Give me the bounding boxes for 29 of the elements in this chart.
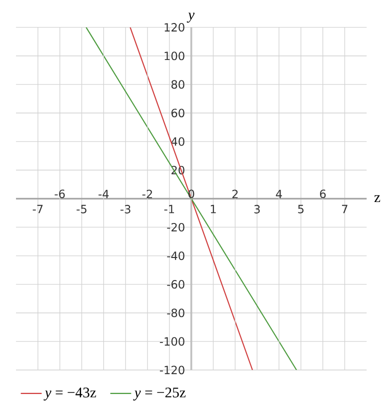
- x2-tick-label: 2: [232, 190, 238, 198]
- y-tick-label: 80: [171, 80, 184, 89]
- x-tick-label: 3: [254, 204, 260, 214]
- y-tick-label: 100: [164, 52, 184, 60]
- y-axis-title: y: [186, 12, 195, 23]
- x-tick-label: 1: [210, 204, 216, 214]
- x-axis-title: z: [374, 195, 380, 202]
- y-tick-label: 60: [171, 108, 184, 118]
- y-tick-label: -60: [167, 280, 184, 289]
- x-tick-label: -7: [32, 204, 43, 214]
- y-tick-label: -120: [160, 366, 184, 374]
- y-tick-label: -80: [167, 308, 184, 318]
- x-tick-label: 5: [298, 204, 304, 214]
- x-tick-label: -1: [164, 204, 174, 214]
- x-tick-label: -5: [76, 204, 86, 214]
- legend-label: y = −43z: [44, 388, 96, 400]
- x-tick-label: -3: [120, 204, 130, 214]
- y-tick-label: 120: [164, 23, 184, 32]
- legend-label: y = −25z: [133, 388, 186, 400]
- x2-tick-label: 6: [320, 190, 326, 198]
- x-tick-label: 7: [342, 204, 348, 214]
- x2-tick-label: 4: [276, 190, 282, 198]
- y-tick-label: -40: [167, 251, 184, 260]
- y-tick-label: -100: [160, 337, 184, 346]
- x2-tick-label: -2: [142, 190, 152, 198]
- x2-tick-label: -4: [98, 190, 109, 198]
- y-tick-label: 40: [171, 137, 184, 146]
- x2-tick-label: -6: [54, 190, 65, 198]
- y-tick-label: -20: [167, 222, 184, 232]
